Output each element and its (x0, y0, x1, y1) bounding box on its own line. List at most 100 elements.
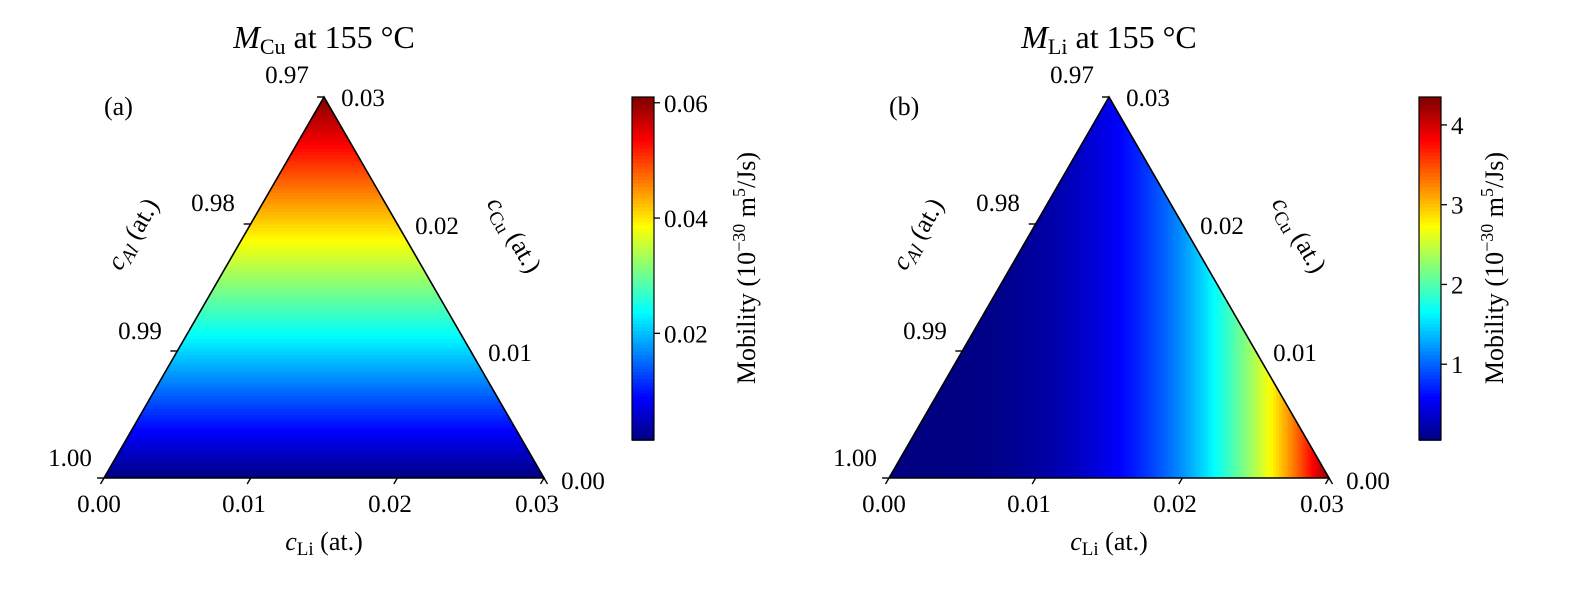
heatmap-band (104, 201, 544, 206)
heatmap-band (1009, 97, 1013, 478)
heatmap-band (104, 103, 544, 108)
colorbar-tick-label: 0.06 (664, 91, 708, 118)
colorbar-segment (1419, 227, 1441, 232)
colorbar-segment (1419, 385, 1441, 390)
heatmap-band (1132, 97, 1137, 478)
colorbar-segment (632, 354, 654, 359)
colorbar-segment (1419, 275, 1441, 280)
colorbar-segment (1419, 162, 1441, 167)
colorbar-segment (1419, 409, 1441, 414)
heatmap-band (104, 233, 544, 238)
heatmap-band (1191, 97, 1195, 478)
colorbar-segment (632, 426, 654, 431)
colorbar-segment (632, 419, 654, 424)
heatmap-band (1114, 97, 1119, 478)
colorbar-segment (632, 309, 654, 314)
colorbar-segment (632, 100, 654, 105)
panel-b-right-tick-label: 0.01 (1273, 340, 1317, 367)
heatmap-band (104, 468, 544, 473)
heatmap-band (104, 325, 544, 330)
heatmap-band (1026, 97, 1031, 478)
heatmap-band (104, 179, 544, 184)
colorbar-segment (632, 367, 654, 373)
heatmap-band (104, 452, 544, 457)
heatmap-band (104, 236, 544, 241)
colorbar-segment (1419, 398, 1441, 404)
panel-a-bottom-tick-label: 0.03 (515, 491, 559, 518)
colorbar-segment (632, 433, 654, 438)
colorbar-segment (1419, 251, 1441, 256)
panel-a-right-tick-label: 0.03 (341, 85, 385, 112)
colorbar-segment (632, 347, 654, 352)
colorbar-segment (632, 337, 654, 342)
heatmap-band (1117, 97, 1122, 478)
heatmap-band (1023, 97, 1028, 478)
heatmap-band (104, 319, 544, 324)
heatmap-band (1088, 97, 1093, 478)
colorbar-tick-label: 3 (1451, 193, 1464, 220)
heatmap-band (104, 258, 544, 263)
colorbar-segment (1419, 151, 1441, 157)
colorbar-segment (632, 223, 654, 229)
colorbar-segment (1419, 340, 1441, 345)
panel-b-bottom-tick-label: 0.03 (1300, 491, 1344, 518)
heatmap-band (104, 265, 544, 270)
colorbar-segment (632, 415, 654, 421)
colorbar-segment (632, 203, 654, 208)
colorbar-segment (1419, 100, 1441, 105)
heatmap-band (104, 141, 544, 146)
heatmap-band (104, 147, 544, 152)
colorbar-segment (1419, 97, 1441, 102)
heatmap-band (1021, 97, 1025, 478)
panel-a-colorbar-label: Mobility (10−30 m5/Js) (729, 152, 761, 384)
heatmap-band (1311, 97, 1316, 478)
heatmap-band (1003, 97, 1008, 478)
heatmap-band (1091, 97, 1096, 478)
heatmap-band (1123, 97, 1128, 478)
heatmap-band (1067, 97, 1072, 478)
right-axis-tick (543, 477, 549, 485)
right-axis-tick (1181, 223, 1187, 231)
colorbar-segment (1419, 429, 1441, 434)
colorbar-segment (1419, 172, 1441, 177)
heatmap-band (104, 417, 544, 422)
heatmap-band (104, 160, 544, 165)
colorbar-segment (1419, 230, 1441, 235)
colorbar-segment (632, 395, 654, 400)
colorbar-segment (1419, 357, 1441, 362)
colorbar-segment (1419, 206, 1441, 211)
colorbar-segment (632, 350, 654, 356)
colorbar-segment (1419, 121, 1441, 126)
heatmap-band (104, 135, 544, 140)
panel-a-colorbar-frame (631, 96, 655, 441)
heatmap-band (104, 224, 544, 228)
heatmap-band (1015, 97, 1019, 478)
heatmap-band (1205, 97, 1210, 478)
colorbar-segment (632, 268, 654, 273)
colorbar-segment (632, 103, 654, 109)
heatmap-band (104, 335, 544, 340)
heatmap-band (104, 430, 544, 435)
heatmap-band (104, 100, 544, 105)
colorbar-segment (632, 182, 654, 187)
right-axis-tick (323, 96, 329, 104)
heatmap-band (1129, 97, 1134, 478)
colorbar-segment (632, 319, 654, 325)
heatmap-band (1199, 97, 1204, 478)
colorbar-segment (632, 295, 654, 301)
colorbar-segment (1419, 391, 1441, 397)
colorbar-segment (632, 227, 654, 232)
heatmap-band (104, 290, 544, 295)
colorbar-segment (1419, 309, 1441, 314)
colorbar-segment (632, 340, 654, 345)
heatmap-band (1323, 97, 1327, 478)
heatmap-band (1047, 97, 1052, 478)
colorbar-segment (632, 189, 654, 194)
panel-b-heatmap (889, 97, 1329, 478)
colorbar-segment (1419, 189, 1441, 194)
heatmap-band (104, 204, 544, 209)
colorbar-segment (632, 374, 654, 380)
heatmap-band (1155, 97, 1160, 478)
heatmap-band (104, 331, 544, 336)
colorbar-segment (632, 206, 654, 211)
